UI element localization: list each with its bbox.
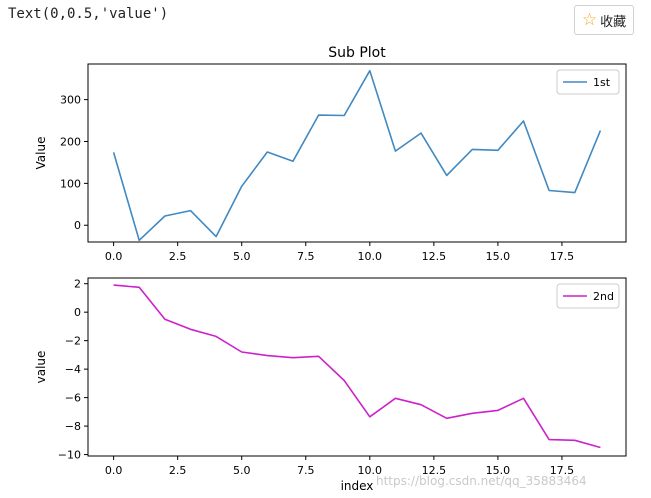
chart-title: Sub Plot (328, 45, 386, 61)
series-line-2nd (113, 284, 601, 449)
legend-label: 1st (593, 76, 611, 89)
favorite-button-label: 收藏 (600, 14, 627, 30)
subplot-1: Sub Plot 0.0 2.5 5.0 7.5 10.0 12.5 15.0 17.5 0 100… (34, 45, 627, 263)
favorite-button[interactable]: ☆ 收藏 (574, 5, 634, 35)
watermark-text: https://blog.csdn.net/qq_35883464 (376, 474, 587, 488)
y-tick-label: −10 (58, 449, 81, 462)
x-tick-label: 7.5 (297, 250, 315, 263)
x-tick-label: 15.0 (486, 250, 511, 263)
plot-frame (87, 277, 627, 457)
x-tick-label: 7.5 (297, 464, 315, 477)
x-tick-label: 10.0 (358, 464, 383, 477)
x-tick-label: 0.0 (105, 464, 123, 477)
y-tick-label: 2 (74, 278, 81, 291)
x-tick-label: 10.0 (358, 250, 383, 263)
cell-output-text: Text(0,0.5,'value') (8, 6, 169, 22)
x-tick-label: 5.0 (233, 250, 251, 263)
y-tick-label: 200 (60, 135, 81, 148)
star-outline-icon: ☆ (581, 9, 598, 30)
legend-box (556, 283, 620, 309)
y-tick-label: −2 (65, 335, 81, 348)
x-tick-label: 2.5 (169, 464, 187, 477)
x-tick-label: 15.0 (486, 464, 511, 477)
x-tick-label: 17.5 (550, 464, 575, 477)
x-tick-label: 12.5 (422, 464, 447, 477)
subplot-2: 0.0 2.5 5.0 7.5 10.0 12.5 15.0 17.5 2 0 −2 −4 −6 −8 −1… (34, 277, 627, 493)
x-tick-label: 17.5 (550, 250, 575, 263)
y-tick-label: 0 (74, 306, 81, 319)
y-tick-label: −8 (65, 420, 81, 433)
y-axis-label: value (34, 351, 48, 384)
plot-frame (87, 63, 627, 243)
y-tick-label: −6 (65, 392, 81, 405)
x-tick-label: 5.0 (233, 464, 251, 477)
legend-box (556, 69, 620, 95)
series-line-1st (112, 69, 602, 242)
y-tick-label: 300 (60, 94, 81, 107)
y-axis-label: Value (34, 137, 48, 170)
y-tick-label: −4 (65, 363, 81, 376)
x-tick-label: 12.5 (422, 250, 447, 263)
x-tick-label: 2.5 (169, 250, 187, 263)
y-tick-label: 0 (74, 219, 81, 232)
x-axis-label: index (341, 479, 374, 493)
x-tick-label: 0.0 (105, 250, 123, 263)
y-tick-label: 100 (60, 177, 81, 190)
legend-label: 2nd (593, 290, 614, 303)
